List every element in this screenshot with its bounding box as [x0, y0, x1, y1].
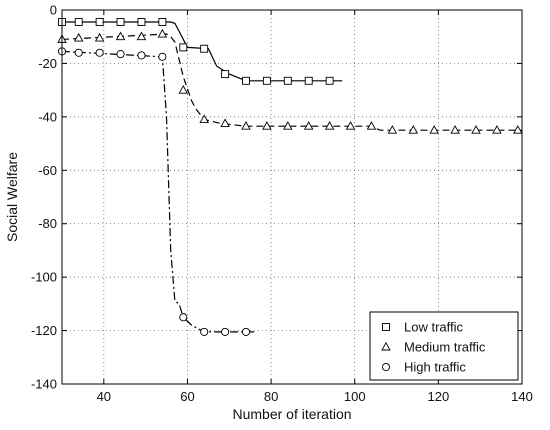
x-tick-label: 60	[180, 389, 194, 404]
data-point-medium-traffic	[94, 32, 105, 42]
x-axis-label: Number of iteration	[232, 406, 351, 422]
legend-box	[369, 311, 519, 381]
legend-marker-medium-traffic	[381, 341, 391, 351]
data-point-medium-traffic	[471, 125, 481, 134]
series-line-high-traffic	[61, 50, 255, 333]
data-point-low-traffic	[242, 76, 250, 85]
x-tick-label: 140	[511, 389, 533, 404]
y-tick-label: 0	[50, 3, 57, 18]
data-point-medium-traffic	[492, 125, 502, 134]
data-point-low-traffic	[304, 76, 313, 85]
data-point-medium-traffic	[408, 125, 419, 134]
legend: Low traffic Medium traffic High traffic	[369, 311, 519, 381]
data-point-medium-traffic	[366, 121, 377, 130]
y-tick-label: -60	[38, 163, 57, 178]
x-tick-label: 100	[344, 389, 366, 404]
data-point-low-traffic	[158, 18, 167, 26]
data-point-high-traffic	[221, 327, 230, 336]
data-point-medium-traffic	[262, 121, 272, 130]
y-tick-label: -20	[38, 56, 57, 71]
data-point-low-traffic	[137, 18, 146, 26]
data-point-low-traffic	[95, 18, 104, 26]
data-point-low-traffic	[179, 43, 188, 52]
data-point-high-traffic	[158, 52, 167, 61]
series-line-low-traffic	[62, 21, 343, 82]
data-point-medium-traffic	[303, 121, 314, 130]
data-point-low-traffic	[200, 44, 209, 53]
data-point-medium-traffic	[220, 118, 230, 127]
legend-label-low-traffic: Low traffic	[404, 320, 464, 335]
legend-label-medium-traffic: Medium traffic	[404, 340, 486, 355]
legend-marker-low-traffic	[382, 323, 390, 331]
data-point-high-traffic	[137, 51, 146, 60]
data-point-high-traffic	[179, 313, 188, 322]
data-point-medium-traffic	[324, 121, 335, 130]
grid	[62, 10, 522, 384]
data-point-low-traffic	[116, 18, 125, 26]
data-point-medium-traffic	[345, 121, 356, 130]
data-point-high-traffic	[74, 48, 83, 57]
legend-marker-high-traffic	[381, 362, 391, 372]
series-layer	[57, 18, 523, 336]
data-point-medium-traffic	[387, 125, 398, 134]
series-high-traffic	[57, 47, 255, 336]
series-medium-traffic	[57, 28, 523, 134]
x-tick-label: 120	[428, 389, 450, 404]
data-point-low-traffic	[283, 76, 292, 85]
data-point-medium-traffic	[73, 32, 84, 42]
data-point-medium-traffic	[199, 114, 209, 123]
y-axis-label: Social Welfare	[4, 152, 20, 242]
y-tick-label: -140	[31, 377, 57, 392]
data-point-medium-traffic	[241, 121, 251, 130]
legend-label-high-traffic: High traffic	[404, 360, 466, 375]
x-tick-label: 40	[97, 389, 111, 404]
data-point-medium-traffic	[283, 121, 293, 130]
series-line-medium-traffic	[61, 33, 522, 131]
data-point-low-traffic	[325, 76, 334, 85]
data-point-high-traffic	[95, 48, 104, 57]
data-point-medium-traffic	[450, 125, 460, 134]
y-tick-label: -120	[31, 323, 57, 338]
data-point-high-traffic	[200, 327, 209, 336]
data-point-low-traffic	[74, 18, 83, 26]
data-point-medium-traffic	[115, 31, 126, 41]
series-low-traffic	[58, 18, 343, 85]
data-point-medium-traffic	[513, 125, 523, 134]
y-tick-label: -100	[31, 270, 57, 285]
data-point-high-traffic	[116, 50, 125, 59]
data-point-medium-traffic	[157, 28, 168, 38]
data-point-low-traffic	[221, 70, 230, 79]
data-point-medium-traffic	[429, 125, 439, 134]
data-point-medium-traffic	[136, 31, 147, 41]
x-tick-label: 80	[264, 389, 278, 404]
plot-frame	[61, 9, 523, 385]
ticks: 40 60 80 100 120 140 0 -20 -40 -60 -80 -100 -120 -140	[31, 3, 533, 405]
y-tick-label: -80	[38, 216, 57, 231]
data-point-high-traffic	[241, 327, 251, 336]
y-tick-label: -40	[38, 109, 57, 124]
data-point-medium-traffic	[178, 85, 189, 94]
data-point-low-traffic	[262, 76, 271, 85]
